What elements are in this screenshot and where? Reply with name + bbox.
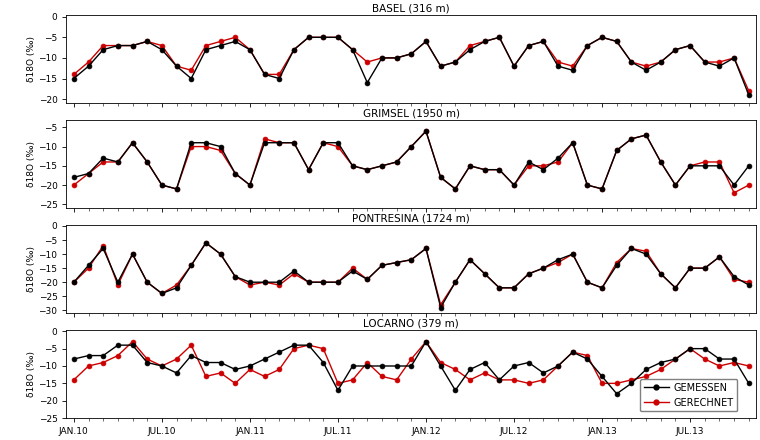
Title: BASEL (316 m): BASEL (316 m) (372, 4, 450, 14)
Y-axis label: δ18O (‰): δ18O (‰) (27, 36, 36, 82)
Legend: GEMESSEN, GERECHNET: GEMESSEN, GERECHNET (641, 379, 737, 411)
Y-axis label: δ18O (‰): δ18O (‰) (27, 351, 36, 397)
Y-axis label: δ18O (‰): δ18O (‰) (27, 141, 36, 187)
Title: LOCARNO (379 m): LOCARNO (379 m) (363, 319, 459, 329)
Title: PONTRESINA (1724 m): PONTRESINA (1724 m) (353, 214, 470, 224)
Y-axis label: δ18O (‰): δ18O (‰) (27, 246, 36, 292)
Title: GRIMSEL (1950 m): GRIMSEL (1950 m) (363, 109, 460, 119)
